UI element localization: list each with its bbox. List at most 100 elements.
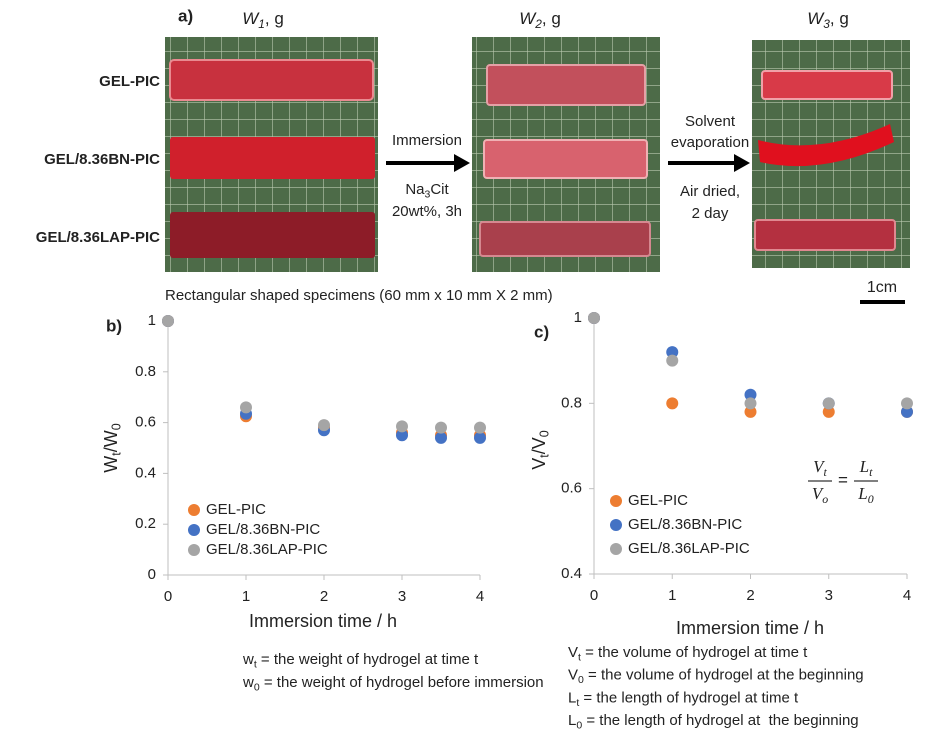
step-condition: 2 day xyxy=(692,205,729,222)
column-header-part: 3 xyxy=(823,17,830,31)
data-point xyxy=(666,346,679,359)
y-axis-label-part: V xyxy=(529,458,549,470)
step-condition-part: Cit xyxy=(430,181,449,198)
specimen xyxy=(758,124,894,167)
legend-marker xyxy=(188,524,200,536)
definition: Lt = the length of hydrogel at time t xyxy=(568,689,799,708)
definition: wt = the weight of hydrogel at time t xyxy=(242,651,479,670)
specimen xyxy=(479,221,651,257)
column-header-part: 1 xyxy=(258,17,265,31)
definition-part: V xyxy=(568,644,578,661)
y-tick-label: 0.6 xyxy=(135,414,156,431)
x-tick-label: 0 xyxy=(590,587,598,604)
y-axis-label-part: /V xyxy=(529,437,549,454)
y-axis-label-part: /W xyxy=(101,430,121,452)
step-condition: 20wt%, 3h xyxy=(392,203,462,220)
y-axis-label-part: t xyxy=(538,454,552,458)
y-tick-label: 0 xyxy=(148,566,156,583)
step-condition-part: 3 xyxy=(425,188,431,200)
specimen xyxy=(754,219,896,251)
column-header: W3, g xyxy=(807,9,849,31)
y-tick-label: 0.2 xyxy=(135,515,156,532)
data-point xyxy=(666,354,679,367)
step-condition-part: Na xyxy=(405,181,425,198)
column-header-part: 2 xyxy=(534,17,542,31)
step-condition-part: 20wt%, 3h xyxy=(392,203,462,220)
equation-term: Lt xyxy=(859,457,873,479)
definition-part: = the volume of hydrogel at the beginnin… xyxy=(584,667,864,684)
x-tick-label: 4 xyxy=(476,588,484,605)
step-condition: Na3Cit xyxy=(405,181,449,200)
row-label: GEL-PIC xyxy=(99,73,160,90)
step-label: Solvent xyxy=(685,113,736,130)
x-axis-label: Immersion time / h xyxy=(249,611,397,631)
scale-bar-label: 1cm xyxy=(867,279,897,296)
specimen xyxy=(486,64,646,106)
equation-term-part: t xyxy=(869,465,873,479)
specimen xyxy=(483,139,648,179)
x-tick-label: 0 xyxy=(164,588,172,605)
equation-term: Vo xyxy=(812,484,828,506)
data-point xyxy=(240,401,252,414)
definition: L0 = the length of hydrogel at the begin… xyxy=(568,712,859,731)
equation-term-part: L xyxy=(859,457,869,476)
specimen xyxy=(170,212,375,258)
data-point xyxy=(396,429,408,442)
legend-marker xyxy=(610,519,622,531)
y-tick-label: 0.8 xyxy=(135,363,156,380)
data-point xyxy=(744,405,757,418)
column-header-part: , g xyxy=(265,9,284,28)
arrow-head xyxy=(454,154,470,172)
y-tick-label: 0.8 xyxy=(561,394,582,411)
equation-term: Vt xyxy=(813,457,827,479)
data-point xyxy=(901,397,913,410)
definition-part: = the weight of hydrogel before immersio… xyxy=(260,674,544,691)
panel-label: a) xyxy=(178,6,193,25)
data-point xyxy=(822,397,835,410)
y-tick-label: 0.4 xyxy=(561,565,582,582)
definition-part: w xyxy=(242,651,254,668)
definition-part: 0 xyxy=(578,674,584,686)
step-label-part: Solvent xyxy=(685,113,736,130)
legend-marker xyxy=(610,495,622,507)
step-label-part: Immersion xyxy=(392,132,462,149)
definition-part: = the length of hydrogel at time t xyxy=(579,689,799,706)
definition-part: = the volume of hydrogel at time t xyxy=(581,644,808,661)
definition-part: w xyxy=(242,674,254,691)
y-axis-label-part: W xyxy=(101,456,121,473)
equation-term-part: t xyxy=(824,465,828,479)
arrows xyxy=(386,154,905,304)
x-tick-label: 3 xyxy=(825,587,833,604)
y-axis-label-part: 0 xyxy=(538,430,552,437)
equation-term-part: o xyxy=(822,492,828,506)
data-point xyxy=(318,419,330,432)
definition-part: L xyxy=(568,689,576,706)
data-point xyxy=(162,315,174,327)
step-label: evaporation xyxy=(671,134,749,151)
legend-label: GEL/8.36BN-PIC xyxy=(628,516,742,533)
y-tick-label: 0.6 xyxy=(561,480,582,497)
data-point xyxy=(744,388,757,401)
legend-marker xyxy=(188,504,200,516)
arrow-head xyxy=(734,154,750,172)
definition-part: 0 xyxy=(576,719,582,731)
step-label: Immersion xyxy=(392,132,462,149)
definition-part: V xyxy=(568,667,578,684)
x-tick-label: 4 xyxy=(903,587,911,604)
legend-label: GEL-PIC xyxy=(628,492,688,509)
definition: w0 = the weight of hydrogel before immer… xyxy=(242,674,544,693)
legend-label: GEL/8.36LAP-PIC xyxy=(628,540,750,557)
equation-term-part: 0 xyxy=(868,492,874,506)
data-point xyxy=(744,397,757,410)
column-header: W2, g xyxy=(519,9,561,31)
panel-label: b) xyxy=(106,316,122,335)
specimen xyxy=(761,70,893,100)
legend-label: GEL/8.36BN-PIC xyxy=(206,521,320,538)
x-tick-label: 1 xyxy=(668,587,676,604)
step-condition-part: Air dried, xyxy=(680,183,740,200)
specimen xyxy=(169,59,374,101)
definition-part: t xyxy=(578,651,581,663)
specimen xyxy=(170,137,375,179)
data-point xyxy=(396,420,408,433)
definition: Vt = the volume of hydrogel at time t xyxy=(568,644,808,663)
